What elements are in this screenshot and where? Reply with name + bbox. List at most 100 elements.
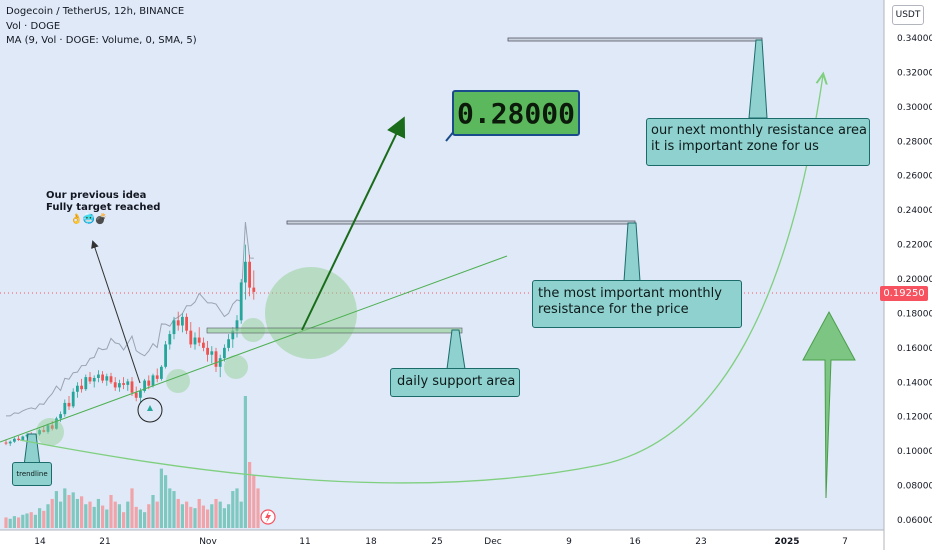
candle bbox=[244, 244, 247, 300]
volume-bar bbox=[151, 495, 155, 528]
candle-body bbox=[71, 391, 75, 407]
daily-support-callout[interactable]: daily support area bbox=[390, 368, 520, 397]
next-monthly-text-2: it is important zone for us bbox=[651, 139, 819, 154]
candle-body bbox=[126, 381, 130, 385]
candle bbox=[202, 337, 205, 352]
volume-bar bbox=[25, 513, 29, 528]
candle-body bbox=[172, 320, 176, 335]
ascending-trendline[interactable] bbox=[0, 255, 508, 443]
candle bbox=[155, 368, 159, 383]
volume-bar bbox=[29, 512, 33, 528]
important-monthly-resistance-callout[interactable]: the most important monthly resistance fo… bbox=[532, 280, 742, 328]
support-circle-2[interactable] bbox=[166, 369, 190, 393]
candle-body bbox=[206, 347, 209, 355]
target-price-box[interactable]: 0.28000 bbox=[452, 90, 580, 136]
buy-marker-icon bbox=[147, 405, 153, 411]
candle bbox=[189, 322, 193, 348]
candle-body bbox=[118, 383, 121, 388]
volume-bar bbox=[122, 512, 126, 528]
candle bbox=[172, 316, 176, 340]
highlight-circle-previous-low[interactable] bbox=[137, 397, 163, 423]
candle bbox=[84, 374, 88, 391]
volume-bar bbox=[222, 508, 226, 528]
volume-bar bbox=[235, 488, 239, 528]
candle bbox=[235, 315, 239, 338]
candle bbox=[55, 416, 58, 430]
important-monthly-text-1: the most important monthly bbox=[538, 286, 722, 301]
volume-bar bbox=[243, 396, 247, 528]
volume-bar bbox=[105, 509, 109, 528]
volume-bar bbox=[42, 510, 46, 528]
price-tick-label: 0.28000 bbox=[897, 137, 932, 147]
volume-bar bbox=[193, 508, 197, 528]
candle bbox=[181, 313, 184, 333]
next-monthly-resistance-callout[interactable]: our next monthly resistance area it is i… bbox=[646, 118, 870, 166]
candle bbox=[143, 378, 146, 393]
bullish-up-arrow-icon[interactable] bbox=[802, 310, 856, 499]
projection-arc[interactable] bbox=[19, 75, 823, 484]
candle-body bbox=[239, 282, 243, 321]
volume-bar bbox=[63, 488, 67, 528]
candle-body bbox=[55, 418, 58, 429]
time-tick-label: 23 bbox=[695, 537, 706, 547]
candle bbox=[71, 388, 75, 409]
previous-idea-emoji: 👌🥶💣 bbox=[70, 214, 108, 225]
plot-area bbox=[0, 0, 884, 530]
volume-bar bbox=[117, 504, 121, 528]
candle bbox=[8, 440, 12, 446]
candle-body bbox=[197, 337, 201, 343]
candle bbox=[210, 346, 214, 364]
currency-unit-button[interactable]: USDT bbox=[892, 5, 924, 25]
candle bbox=[42, 426, 46, 433]
target-arrow[interactable] bbox=[301, 116, 406, 331]
candle-body bbox=[202, 342, 205, 348]
previous-idea-note[interactable]: Our previous idea Fully target reached 👌… bbox=[46, 190, 160, 226]
volume-bar bbox=[201, 505, 205, 528]
candle bbox=[185, 313, 188, 335]
candle-body bbox=[235, 320, 239, 331]
volume-indicator-label[interactable]: Vol · DOGE bbox=[6, 21, 61, 32]
volume-bar bbox=[214, 498, 218, 528]
volume-bar bbox=[21, 514, 25, 528]
monthly-resistance-line[interactable] bbox=[286, 220, 636, 225]
next-monthly-resistance-line[interactable] bbox=[507, 37, 763, 42]
volume-bar bbox=[143, 512, 147, 528]
candle bbox=[67, 396, 71, 410]
candle bbox=[38, 428, 41, 436]
candle-body bbox=[244, 261, 247, 283]
current-price-badge: 0.19250 bbox=[880, 286, 928, 301]
volume-bar bbox=[248, 462, 252, 528]
price-axis-panel[interactable] bbox=[884, 0, 932, 550]
candle bbox=[122, 377, 125, 390]
support-circle-3[interactable] bbox=[224, 355, 248, 379]
candle bbox=[101, 371, 104, 384]
time-tick-label: 11 bbox=[299, 537, 310, 547]
volume-bar bbox=[80, 496, 84, 528]
volume-bar bbox=[75, 498, 79, 528]
price-tick-label: 0.18000 bbox=[897, 309, 932, 319]
trendline-callout[interactable]: trendline bbox=[12, 462, 52, 486]
ma-indicator-label[interactable]: MA (9, Vol · DOGE: Volume, 0, SMA, 5) bbox=[6, 35, 197, 46]
volume-bar bbox=[155, 501, 159, 528]
symbol-title[interactable]: Dogecoin / TetherUS, 12h, BINANCE bbox=[6, 6, 185, 17]
candle bbox=[193, 332, 197, 350]
candle bbox=[214, 347, 218, 372]
candle-body bbox=[214, 351, 218, 367]
candle-body bbox=[210, 351, 214, 355]
candle-body bbox=[88, 377, 92, 382]
candle-body bbox=[176, 320, 180, 326]
volume-bar bbox=[210, 504, 214, 528]
candle bbox=[206, 340, 209, 362]
time-axis-panel[interactable] bbox=[0, 530, 884, 550]
volume-bar bbox=[17, 517, 21, 528]
daily-support-zone[interactable] bbox=[206, 327, 463, 334]
price-tick-label: 0.24000 bbox=[897, 206, 932, 216]
volume-bar bbox=[239, 501, 243, 528]
candle-body bbox=[122, 383, 125, 385]
candle-body bbox=[181, 316, 184, 326]
previous-idea-arrow[interactable] bbox=[91, 240, 141, 384]
candle-body bbox=[168, 334, 172, 345]
support-circle-1[interactable] bbox=[36, 418, 64, 446]
candle-body bbox=[21, 436, 25, 440]
